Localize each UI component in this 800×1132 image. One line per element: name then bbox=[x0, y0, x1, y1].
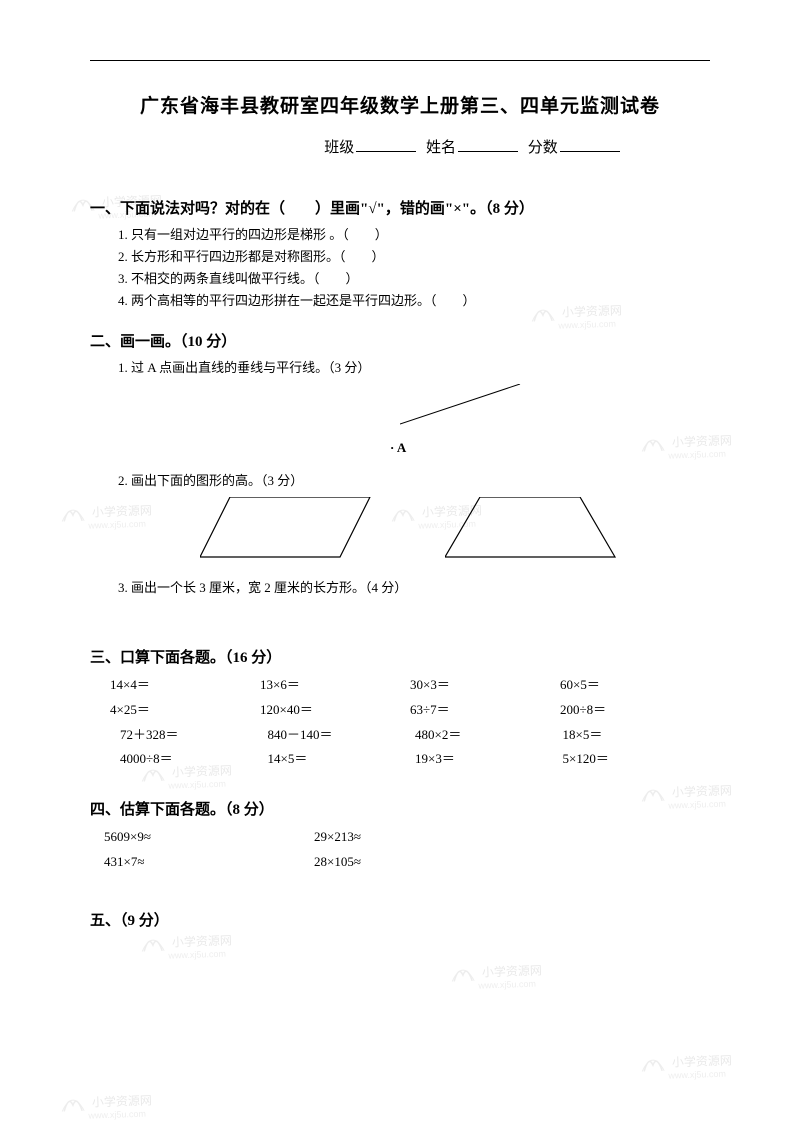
s2-sub3: 3. 画出一个长 3 厘米，宽 2 厘米的长方形。（4 分） bbox=[118, 577, 710, 596]
class-label: 班级 bbox=[324, 140, 354, 156]
calc-row-1: 4×25＝ 120×40＝ 63÷7＝ 200÷8＝ bbox=[110, 698, 710, 723]
s1-item3: 3. 不相交的两条直线叫做平行线。（ ） bbox=[118, 268, 710, 290]
point-a: · A bbox=[390, 440, 710, 456]
watermark: 小学资源网 www.xj5u.com bbox=[640, 1048, 733, 1081]
est-grid: 5609×9≈ 29×213≈ 431×7≈ 28×105≈ bbox=[104, 825, 710, 874]
calc-cell: 13×6＝ bbox=[260, 673, 410, 698]
calc-cell: 30×3＝ bbox=[410, 673, 560, 698]
est-cell: 29×213≈ bbox=[314, 825, 524, 850]
s1-item1: 1. 只有一组对边平行的四边形是梯形 。（ ） bbox=[118, 224, 710, 246]
s2-sub1: 1. 过 A 点画出直线的垂线与平行线。（3 分） bbox=[118, 357, 710, 376]
class-blank[interactable] bbox=[356, 137, 416, 152]
calc-cell: 5×120＝ bbox=[563, 747, 711, 772]
trapezoid-poly bbox=[445, 497, 615, 557]
trapezoid-shape bbox=[445, 497, 620, 559]
est-row-1: 431×7≈ 28×105≈ bbox=[104, 850, 710, 875]
section1-head: 一、下面说法对吗？对的在（ ）里画"√"，错的画"×"。（8 分） bbox=[90, 197, 710, 218]
calc-cell: 63÷7＝ bbox=[410, 698, 560, 723]
est-cell: 431×7≈ bbox=[104, 850, 314, 875]
s2-sub2: 2. 画出下面的图形的高。（3 分） bbox=[118, 470, 710, 489]
calc-row-3: 4000÷8＝ 14×5＝ 19×3＝ 5×120＝ bbox=[110, 747, 710, 772]
calc-cell: 200÷8＝ bbox=[560, 698, 710, 723]
header-fields: 班级 姓名 分数 bbox=[90, 136, 710, 157]
section2-head: 二、画一画。（10 分） bbox=[90, 330, 710, 351]
calc-grid: 14×4＝ 13×6＝ 30×3＝ 60×5＝ 4×25＝ 120×40＝ 63… bbox=[110, 673, 710, 772]
calc-cell: 19×3＝ bbox=[415, 747, 563, 772]
calc-cell: 14×5＝ bbox=[268, 747, 416, 772]
est-cell: 28×105≈ bbox=[314, 850, 524, 875]
calc-row-0: 14×4＝ 13×6＝ 30×3＝ 60×5＝ bbox=[110, 673, 710, 698]
est-row-0: 5609×9≈ 29×213≈ bbox=[104, 825, 710, 850]
oblique-line bbox=[400, 384, 530, 429]
calc-cell: 840－140＝ bbox=[268, 723, 416, 748]
line-shape bbox=[400, 384, 520, 424]
s1-item2: 2. 长方形和平行四边形都是对称图形。（ ） bbox=[118, 246, 710, 268]
page-content: 广东省海丰县教研室四年级数学上册第三、四单元监测试卷 班级 姓名 分数 一、下面… bbox=[0, 0, 800, 976]
calc-cell: 120×40＝ bbox=[260, 698, 410, 723]
calc-row-2: 72＋328＝ 840－140＝ 480×2＝ 18×5＝ bbox=[110, 723, 710, 748]
score-label: 分数 bbox=[528, 140, 558, 156]
section3-head: 三、口算下面各题。（16 分） bbox=[90, 646, 710, 667]
calc-cell: 480×2＝ bbox=[415, 723, 563, 748]
name-label: 姓名 bbox=[426, 140, 456, 156]
section5-head: 五、（9 分） bbox=[90, 909, 710, 930]
top-rule bbox=[90, 60, 710, 61]
name-blank[interactable] bbox=[458, 137, 518, 152]
s1-item4: 4. 两个高相等的平行四边形拼在一起还是平行四边形。（ ） bbox=[118, 290, 710, 312]
parallelogram-shape bbox=[200, 497, 375, 559]
est-cell: 5609×9≈ bbox=[104, 825, 314, 850]
calc-cell: 60×5＝ bbox=[560, 673, 710, 698]
watermark: 小学资源网 www.xj5u.com bbox=[60, 1088, 153, 1121]
score-blank[interactable] bbox=[560, 137, 620, 152]
exam-title: 广东省海丰县教研室四年级数学上册第三、四单元监测试卷 bbox=[90, 91, 710, 118]
calc-cell: 14×4＝ bbox=[110, 673, 260, 698]
section4-head: 四、估算下面各题。（8 分） bbox=[90, 798, 710, 819]
calc-cell: 18×5＝ bbox=[563, 723, 711, 748]
calc-cell: 4×25＝ bbox=[110, 698, 260, 723]
parallelogram-poly bbox=[200, 497, 370, 557]
calc-cell: 72＋328＝ bbox=[110, 723, 268, 748]
calc-cell: 4000÷8＝ bbox=[110, 747, 268, 772]
shapes-row bbox=[200, 497, 710, 559]
